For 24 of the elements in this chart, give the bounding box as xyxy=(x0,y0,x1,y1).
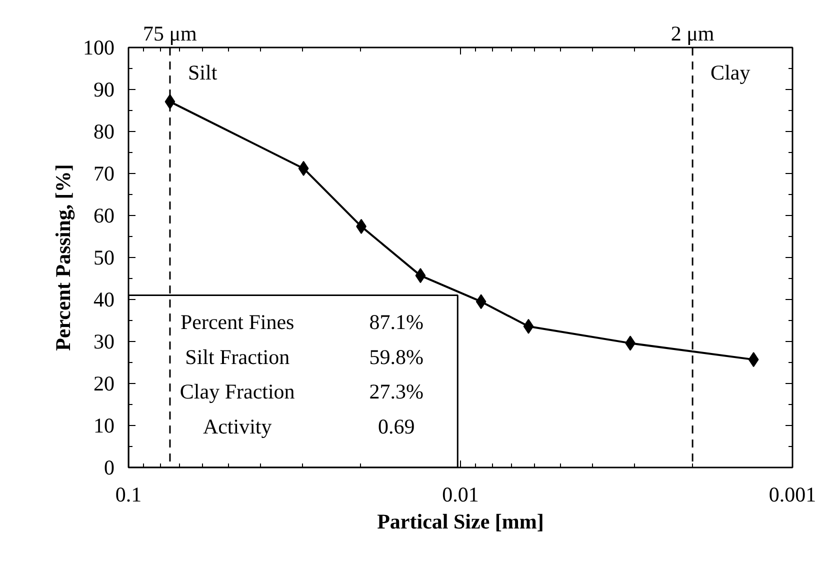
y-tick-label: 100 xyxy=(83,36,114,60)
y-tick-label: 60 xyxy=(94,204,114,228)
ref-line-label: 75 μm xyxy=(143,22,197,46)
y-tick-label: 40 xyxy=(94,288,114,312)
y-tick-label: 70 xyxy=(94,162,114,186)
text: Activity 0.69 xyxy=(202,414,415,438)
x-tick-label: 0.1 xyxy=(115,482,142,506)
text: Clay Fraction 27.3% xyxy=(180,380,424,404)
y-tick-label: 10 xyxy=(94,414,114,438)
y-tick-label: 0 xyxy=(104,456,114,480)
text: Percent Fines 87.1% xyxy=(180,310,424,334)
x-axis-title: Partical Size [mm] xyxy=(377,510,544,534)
annotation: Silt xyxy=(188,60,218,84)
x-tick-label: 0.01 xyxy=(442,482,479,506)
y-tick-label: 50 xyxy=(94,246,114,270)
y-axis-title: Percent Passing, [%] xyxy=(51,164,75,351)
x-tick-label: 0.001 xyxy=(768,482,816,506)
y-tick-label: 90 xyxy=(94,78,114,102)
y-tick-label: 30 xyxy=(94,330,114,354)
y-tick-label: 80 xyxy=(94,120,114,144)
y-tick-label: 20 xyxy=(94,372,114,396)
ref-line-label: 2 μm xyxy=(670,22,714,46)
annotation: Clay xyxy=(710,60,751,84)
text: Silt Fraction 59.8% xyxy=(185,344,424,369)
